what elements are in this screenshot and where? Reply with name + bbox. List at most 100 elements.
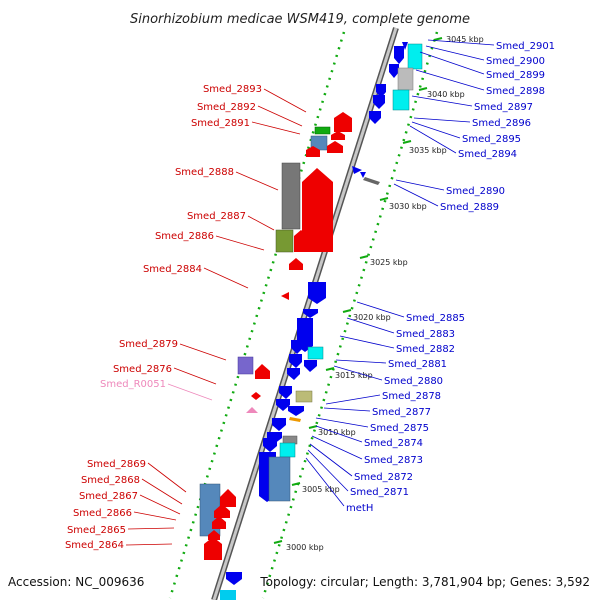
gene-label[interactable]: Smed_2877 [372, 407, 431, 418]
kbp-tick-label: 3005 kbp [302, 485, 340, 494]
gene-label[interactable]: Smed_2868 [81, 475, 140, 486]
gene-label[interactable]: Smed_2885 [406, 313, 465, 324]
gene-arrow[interactable] [302, 168, 333, 252]
gene-label[interactable]: Smed_2878 [382, 391, 441, 402]
gene-arrow[interactable] [360, 172, 366, 178]
gene-label[interactable]: Smed_2879 [119, 339, 178, 350]
gene-arrow[interactable] [251, 392, 261, 400]
gene-block[interactable] [289, 417, 301, 422]
gene-arrow[interactable] [289, 258, 303, 270]
gene-label[interactable]: Smed_2889 [440, 202, 499, 213]
gene-label[interactable]: Smed_2876 [113, 364, 172, 375]
gene-label[interactable]: Smed_2900 [486, 56, 545, 67]
map-title: Sinorhizobium medicae WSM419, complete g… [130, 12, 470, 27]
gene-arrow[interactable] [376, 84, 386, 98]
gene-arrow[interactable] [212, 516, 226, 529]
gene-arrow[interactable] [288, 406, 304, 416]
gene-label[interactable]: Smed_2887 [187, 211, 246, 222]
gene-arrow[interactable] [303, 309, 318, 318]
gene-label[interactable]: Smed_R0051 [100, 379, 166, 390]
reverse-strand-features [220, 42, 423, 600]
gene-block[interactable] [268, 456, 291, 502]
gene-block[interactable] [295, 390, 313, 403]
gene-label[interactable]: Smed_2864 [65, 540, 124, 551]
kbp-tick-mark [402, 140, 412, 144]
kbp-tick-label: 3000 kbp [286, 543, 324, 552]
gene-block[interactable] [275, 229, 294, 253]
gene-arrow[interactable] [394, 46, 404, 64]
gene-arrow[interactable] [389, 64, 399, 78]
gene-label[interactable]: Smed_2884 [143, 264, 202, 275]
gene-arrow[interactable] [204, 537, 222, 560]
gene-label[interactable]: Smed_2888 [175, 167, 234, 178]
gene-label[interactable]: Smed_2871 [350, 487, 409, 498]
leader-line [425, 45, 485, 61]
gene-label[interactable]: Smed_2880 [384, 376, 443, 387]
gene-label[interactable]: Smed_2873 [364, 455, 423, 466]
gene-block[interactable] [363, 177, 380, 185]
gene-arrow[interactable] [369, 111, 381, 124]
leader-line [167, 383, 213, 401]
gene-arrow[interactable] [279, 386, 292, 399]
gene-label[interactable]: Smed_2865 [67, 525, 126, 536]
gene-label[interactable]: Smed_2892 [197, 102, 256, 113]
gene-label[interactable]: Smed_2869 [87, 459, 146, 470]
gene-arrow[interactable] [308, 282, 326, 304]
gene-label[interactable]: Smed_2897 [474, 102, 533, 113]
gene-arrow[interactable] [402, 42, 408, 50]
gene-block[interactable] [314, 126, 331, 135]
gene-arrow[interactable] [294, 230, 308, 252]
gene-arrow[interactable] [287, 368, 300, 380]
gene-label[interactable]: Smed_2867 [79, 491, 138, 502]
gene-arrow[interactable] [281, 292, 289, 300]
gene-label[interactable]: Smed_2872 [354, 472, 413, 483]
gene-label[interactable]: Smed_2882 [396, 344, 455, 355]
gene-label[interactable]: Smed_2891 [191, 118, 250, 129]
gene-label[interactable]: Smed_2895 [462, 134, 521, 145]
rna-arrow[interactable] [246, 407, 258, 413]
gene-arrow[interactable] [331, 131, 345, 140]
gene-block[interactable] [237, 356, 254, 375]
gene-label[interactable]: Smed_2866 [73, 508, 132, 519]
gene-arrow[interactable] [255, 364, 270, 379]
gene-label[interactable]: Smed_2898 [486, 86, 545, 97]
gene-block[interactable] [397, 67, 414, 91]
gene-label[interactable]: Smed_2874 [364, 438, 423, 449]
gene-block[interactable] [279, 442, 296, 458]
gene-block[interactable] [281, 162, 301, 230]
gene-arrow[interactable] [291, 340, 303, 354]
leader-line [411, 95, 473, 107]
kbp-tick-mark [418, 87, 428, 91]
gene-arrow[interactable] [263, 438, 277, 452]
gene-arrow[interactable] [226, 572, 242, 585]
gene-label[interactable]: metH [346, 503, 373, 514]
gene-arrow[interactable] [304, 360, 317, 372]
gene-arrow[interactable] [220, 489, 236, 507]
kbp-tick-label: 3015 kbp [335, 371, 373, 380]
gene-label[interactable]: Smed_2896 [472, 118, 531, 129]
gene-label[interactable]: Smed_2883 [396, 329, 455, 340]
gene-arrow[interactable] [306, 146, 320, 157]
gene-arrow[interactable] [373, 95, 385, 109]
gene-arrow[interactable] [214, 504, 230, 518]
gene-block[interactable] [307, 346, 324, 360]
gene-label[interactable]: Smed_2899 [486, 70, 545, 81]
leader-line [133, 511, 177, 521]
gene-block[interactable] [407, 43, 423, 70]
gene-arrow[interactable] [276, 399, 290, 411]
gene-block[interactable] [392, 89, 410, 111]
gene-arrow[interactable] [272, 418, 286, 431]
gene-label[interactable]: Smed_2886 [155, 231, 214, 242]
gene-arrow[interactable] [334, 112, 352, 132]
gene-arrow[interactable] [327, 141, 343, 153]
gene-label[interactable]: Smed_2890 [446, 186, 505, 197]
gene-arrow[interactable] [289, 354, 302, 368]
gene-label[interactable]: Smed_2893 [203, 84, 262, 95]
gene-label[interactable]: Smed_2881 [388, 359, 447, 370]
gene-block[interactable] [220, 590, 236, 600]
gene-label[interactable]: Smed_2875 [370, 423, 429, 434]
gene-arrow[interactable] [352, 166, 362, 174]
gene-label[interactable]: Smed_2901 [496, 41, 555, 52]
gene-label[interactable]: Smed_2894 [458, 149, 517, 160]
gene-arrow[interactable] [208, 530, 220, 540]
